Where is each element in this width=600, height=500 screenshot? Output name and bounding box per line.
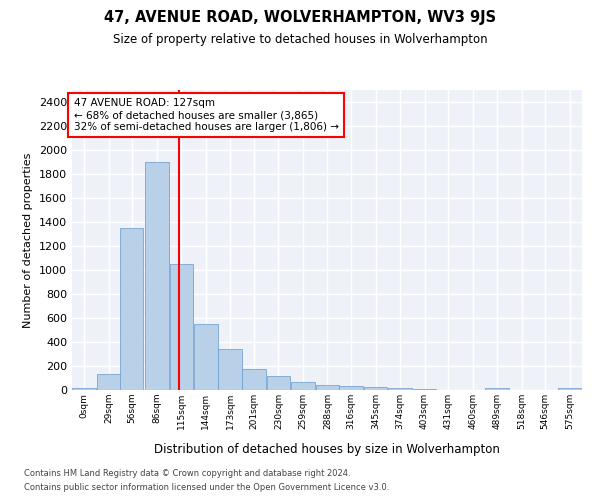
Bar — [242, 369, 266, 390]
Text: 47 AVENUE ROAD: 127sqm
← 68% of detached houses are smaller (3,865)
32% of semi-: 47 AVENUE ROAD: 127sqm ← 68% of detached… — [74, 98, 338, 132]
Bar — [316, 385, 339, 390]
Bar — [170, 264, 193, 390]
Bar — [97, 374, 121, 390]
Text: Size of property relative to detached houses in Wolverhampton: Size of property relative to detached ho… — [113, 32, 487, 46]
Bar — [291, 382, 315, 390]
Text: Distribution of detached houses by size in Wolverhampton: Distribution of detached houses by size … — [154, 442, 500, 456]
Bar — [485, 388, 509, 390]
Bar — [145, 162, 169, 390]
Bar — [339, 386, 363, 390]
Bar — [120, 228, 143, 390]
Bar — [388, 388, 412, 390]
Bar — [558, 388, 581, 390]
Bar — [266, 376, 290, 390]
Bar — [218, 349, 242, 390]
Text: Contains HM Land Registry data © Crown copyright and database right 2024.: Contains HM Land Registry data © Crown c… — [24, 468, 350, 477]
Text: 47, AVENUE ROAD, WOLVERHAMPTON, WV3 9JS: 47, AVENUE ROAD, WOLVERHAMPTON, WV3 9JS — [104, 10, 496, 25]
Bar — [364, 387, 388, 390]
Text: Contains public sector information licensed under the Open Government Licence v3: Contains public sector information licen… — [24, 484, 389, 492]
Bar — [194, 324, 218, 390]
Y-axis label: Number of detached properties: Number of detached properties — [23, 152, 34, 328]
Bar — [413, 388, 436, 390]
Bar — [73, 388, 96, 390]
